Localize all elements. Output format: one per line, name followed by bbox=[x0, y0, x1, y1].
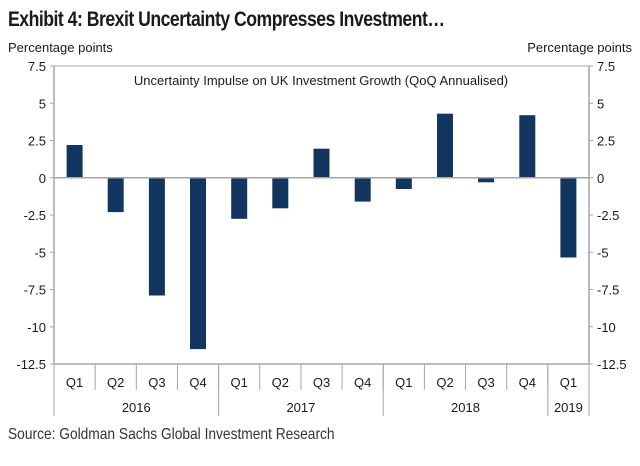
bar-5 bbox=[272, 177, 289, 209]
y-tick-label-left: -2.5 bbox=[24, 208, 46, 223]
y-tick-label-left: 7.5 bbox=[28, 59, 46, 74]
y-tick-label-left: 0 bbox=[39, 171, 46, 186]
x-category-label: Q2 bbox=[436, 375, 453, 390]
x-category-label: Q3 bbox=[477, 375, 494, 390]
bar-12 bbox=[560, 177, 577, 258]
y-tick-label-left: -7.5 bbox=[24, 283, 46, 298]
y-tick-label-right: 5 bbox=[597, 96, 604, 111]
bar-4 bbox=[231, 177, 248, 219]
x-category-label: Q4 bbox=[519, 375, 536, 390]
axes: 7.5 7.5 5 5 2.5 2.5 0 0 -2.5 -2.5 -5 -5 -7.5 -7.5 -10 -… bbox=[16, 59, 627, 416]
x-category-label: Q3 bbox=[148, 375, 165, 390]
x-group-label: 2016 bbox=[122, 400, 151, 415]
x-category-label: Q4 bbox=[354, 375, 371, 390]
y-tick-label-right: -7.5 bbox=[597, 283, 619, 298]
bar-1 bbox=[107, 177, 124, 213]
bar-3 bbox=[190, 177, 206, 350]
y-tick-label-left: -5 bbox=[34, 245, 46, 260]
exhibit-title: Exhibit 4: Brexit Uncertainty Compresses… bbox=[8, 8, 445, 31]
y-tick-label-right: -12.5 bbox=[597, 357, 627, 372]
plot-frame bbox=[53, 65, 590, 365]
bar-10 bbox=[478, 177, 495, 183]
source-note: Source: Goldman Sachs Global Investment … bbox=[8, 426, 335, 443]
bar-8 bbox=[395, 177, 412, 189]
x-category-label: Q1 bbox=[231, 375, 248, 390]
x-category-label: Q1 bbox=[395, 375, 412, 390]
bars bbox=[66, 113, 577, 350]
y-tick-label-left: 2.5 bbox=[28, 134, 46, 149]
chart-title: Uncertainty Impulse on UK Investment Gro… bbox=[134, 73, 508, 88]
bar-7 bbox=[354, 177, 371, 202]
y-axis-label-left: Percentage points bbox=[8, 40, 113, 55]
y-tick-label-right: 7.5 bbox=[597, 59, 615, 74]
y-tick-label-right: -5 bbox=[597, 245, 609, 260]
y-tick-label-right: 2.5 bbox=[597, 134, 615, 149]
x-category-label: Q2 bbox=[107, 375, 124, 390]
y-tick-label-right: -10 bbox=[597, 320, 616, 335]
bar-11 bbox=[519, 115, 536, 178]
y-tick-label-left: -10 bbox=[27, 320, 46, 335]
x-category-label: Q3 bbox=[313, 375, 330, 390]
x-category-label: Q1 bbox=[560, 375, 577, 390]
y-tick-label-right: -2.5 bbox=[597, 208, 619, 223]
x-category-label: Q1 bbox=[66, 375, 83, 390]
x-group-label: 2018 bbox=[451, 400, 480, 415]
bar-2 bbox=[148, 177, 165, 296]
y-tick-label-right: 0 bbox=[597, 171, 604, 186]
bar-0 bbox=[66, 145, 83, 178]
bar-9 bbox=[437, 113, 453, 178]
y-tick-label-left: 5 bbox=[39, 96, 46, 111]
x-group-label: 2017 bbox=[286, 400, 315, 415]
bar-6 bbox=[313, 148, 330, 178]
x-category-label: Q2 bbox=[272, 375, 289, 390]
y-axis-label-right: Percentage points bbox=[527, 40, 632, 55]
x-category-label: Q4 bbox=[189, 375, 206, 390]
y-tick-label-left: -12.5 bbox=[16, 357, 46, 372]
x-group-label: 2019 bbox=[554, 400, 583, 415]
